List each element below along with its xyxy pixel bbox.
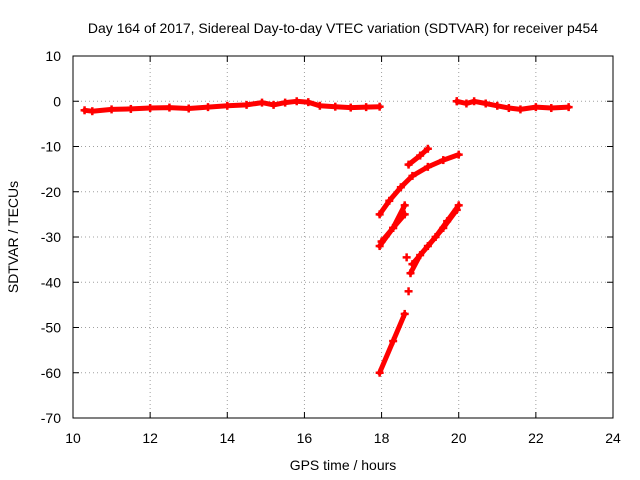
x-tick-label: 14 xyxy=(219,430,235,446)
y-tick-label: -20 xyxy=(41,184,61,200)
data-point xyxy=(439,156,448,165)
data-point xyxy=(564,103,573,112)
data-point xyxy=(258,98,266,107)
y-tick-label: -10 xyxy=(41,139,61,155)
y-axis-title: SDTVAR / TECUs xyxy=(5,181,21,293)
y-tick-label: 10 xyxy=(45,48,61,64)
data-point xyxy=(304,98,313,107)
data-point xyxy=(165,103,174,112)
data-point xyxy=(406,269,415,278)
data-point xyxy=(346,103,355,112)
x-axis-title: GPS time / hours xyxy=(290,457,397,473)
data-point xyxy=(126,104,135,113)
data-point xyxy=(292,97,301,106)
data-point xyxy=(439,223,448,232)
x-tick-label: 24 xyxy=(605,430,621,446)
x-tick-label: 20 xyxy=(451,430,467,446)
series-arc-1 xyxy=(375,309,409,377)
data-point xyxy=(375,210,384,219)
data-marks xyxy=(80,97,573,377)
data-point xyxy=(184,104,193,113)
data-point xyxy=(281,98,290,107)
x-tick-labels: 10 12 14 16 18 20 22 24 xyxy=(65,430,621,446)
data-point xyxy=(400,309,409,318)
data-point xyxy=(107,105,116,114)
series-arc-4 xyxy=(377,210,409,246)
series-baseline-a xyxy=(80,97,384,116)
data-point xyxy=(385,196,394,205)
data-point xyxy=(315,101,324,110)
data-point xyxy=(452,97,461,106)
data-point xyxy=(404,287,413,296)
data-point xyxy=(389,223,398,232)
data-point xyxy=(80,106,89,115)
y-tick-label: -70 xyxy=(41,410,61,426)
data-point xyxy=(269,100,278,109)
data-point xyxy=(396,183,405,192)
data-point xyxy=(408,171,417,180)
series-arc-2 xyxy=(375,150,463,219)
grid xyxy=(73,56,613,418)
data-point xyxy=(146,104,155,113)
data-point xyxy=(375,242,384,251)
data-point xyxy=(423,144,432,153)
chart-title: Day 164 of 2017, Sidereal Day-to-day VTE… xyxy=(88,20,598,36)
data-point xyxy=(423,162,432,171)
data-point xyxy=(452,205,461,214)
data-point xyxy=(331,102,340,111)
data-point xyxy=(375,368,384,377)
data-point xyxy=(377,237,386,246)
data-point xyxy=(504,104,513,113)
data-point xyxy=(402,253,411,262)
series-isolated xyxy=(402,97,461,296)
data-point xyxy=(204,103,212,112)
y-tick-label: -60 xyxy=(41,365,61,381)
x-tick-label: 12 xyxy=(142,430,158,446)
data-point xyxy=(400,201,409,210)
series-trace xyxy=(377,152,462,217)
data-point xyxy=(481,99,490,108)
series-arc-5 xyxy=(404,144,432,169)
data-point xyxy=(470,97,479,106)
data-point xyxy=(404,160,413,169)
ticks xyxy=(72,55,614,419)
series-arc-7 xyxy=(408,205,461,269)
data-point xyxy=(462,99,471,108)
data-point xyxy=(88,107,97,116)
x-tick-label: 10 xyxy=(65,430,81,446)
x-tick-label: 22 xyxy=(528,430,544,446)
data-point xyxy=(493,101,502,110)
data-point xyxy=(223,101,232,110)
data-point xyxy=(408,260,417,269)
data-point xyxy=(389,337,398,346)
data-point xyxy=(416,151,425,160)
data-point xyxy=(531,103,540,112)
y-tick-labels: 10 0 -10 -20 -30 -40 -50 -60 -70 xyxy=(41,48,61,426)
data-point xyxy=(400,210,409,219)
data-point xyxy=(242,100,251,109)
data-point xyxy=(423,242,432,251)
y-tick-label: 0 xyxy=(53,93,61,109)
data-point xyxy=(547,104,556,113)
y-tick-label: -40 xyxy=(41,274,61,290)
data-point xyxy=(362,103,371,112)
series-baseline-b xyxy=(452,97,573,114)
x-tick-label: 18 xyxy=(374,430,390,446)
data-point xyxy=(454,150,463,159)
data-point xyxy=(375,102,384,111)
y-tick-label: -30 xyxy=(41,229,61,245)
data-point xyxy=(454,201,463,210)
y-tick-label: -50 xyxy=(41,320,61,336)
series-trace xyxy=(409,207,460,267)
data-point xyxy=(516,105,525,114)
x-tick-label: 16 xyxy=(297,430,313,446)
